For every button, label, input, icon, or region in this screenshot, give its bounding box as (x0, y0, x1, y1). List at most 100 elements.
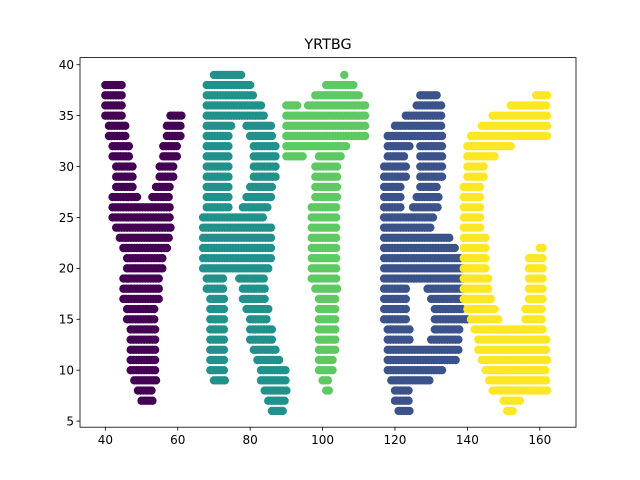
x-tick-label: 60 (170, 433, 185, 447)
data-point (331, 223, 341, 232)
data-point (151, 376, 161, 385)
x-tick-label: 100 (311, 433, 334, 447)
data-point (224, 131, 233, 141)
data-point (401, 315, 411, 324)
data-point (264, 264, 273, 273)
data-point (150, 365, 160, 375)
data-point (150, 315, 159, 324)
chart-title: YRTBG (303, 37, 351, 53)
data-point (259, 111, 268, 120)
data-point (349, 80, 358, 90)
data-point (484, 284, 493, 293)
data-point (475, 213, 485, 222)
data-point (331, 315, 340, 324)
data-point (475, 182, 485, 192)
data-point (219, 294, 229, 304)
y-tick-label: 25 (59, 211, 74, 225)
data-point (219, 345, 229, 355)
data-point (538, 325, 547, 334)
data-point (475, 203, 485, 212)
data-point (271, 345, 280, 355)
data-point (437, 141, 447, 151)
data-point (515, 396, 525, 405)
data-point (165, 213, 174, 222)
data-point (219, 304, 229, 314)
data-point (454, 345, 463, 355)
data-point (331, 264, 341, 273)
data-point (401, 172, 411, 181)
data-point (260, 284, 269, 293)
data-point (158, 264, 167, 273)
data-point (331, 274, 341, 283)
data-point (451, 355, 460, 365)
data-point (150, 304, 159, 314)
data-point (169, 172, 178, 181)
data-point (154, 284, 163, 293)
data-point (331, 294, 340, 304)
data-point (479, 162, 488, 171)
data-point (405, 325, 414, 334)
data-point (538, 243, 547, 253)
data-point (401, 162, 411, 171)
data-point (481, 243, 490, 253)
data-point (224, 141, 233, 151)
data-point (121, 121, 130, 131)
data-point (267, 182, 277, 192)
x-tick-label: 160 (528, 433, 551, 447)
data-point (224, 192, 233, 202)
data-point (224, 203, 233, 212)
data-point (437, 131, 447, 141)
data-point (479, 172, 488, 181)
data-point (404, 396, 413, 405)
data-point (401, 294, 411, 304)
series-y (101, 80, 186, 405)
data-point (542, 111, 552, 120)
data-point (266, 121, 276, 131)
data-point (124, 152, 134, 161)
data-point (172, 152, 182, 161)
data-point (266, 253, 276, 263)
data-point (258, 213, 268, 222)
data-point (128, 182, 137, 192)
data-point (274, 355, 284, 365)
data-point (281, 365, 290, 375)
data-point (165, 203, 174, 212)
y-axis: 5 10 15 20 25 30 35 40 (59, 58, 80, 428)
data-point (224, 182, 233, 192)
data-point (538, 294, 547, 304)
data-point (542, 131, 552, 141)
data-point (450, 243, 459, 253)
data-point (124, 141, 134, 151)
y-tick-label: 40 (59, 58, 74, 72)
y-tick-label: 10 (59, 363, 74, 377)
data-point (271, 162, 280, 171)
data-point (541, 376, 551, 385)
data-point (399, 152, 409, 161)
y-tick-label: 35 (59, 109, 74, 123)
y-tick-label: 30 (59, 160, 74, 174)
data-point (266, 192, 276, 202)
data-points (101, 70, 552, 416)
data-point (220, 376, 230, 385)
data-point (293, 101, 302, 110)
data-point (541, 345, 551, 355)
data-point (437, 365, 447, 375)
data-point (172, 141, 182, 151)
data-point (455, 325, 464, 334)
data-point (490, 304, 499, 314)
data-point (542, 91, 552, 100)
data-point (266, 243, 276, 253)
data-point (176, 131, 185, 141)
data-point (538, 274, 547, 283)
data-point (331, 253, 341, 263)
data-point (218, 274, 228, 283)
data-point (541, 335, 551, 344)
data-point (164, 233, 173, 243)
data-point (281, 376, 290, 385)
data-point (542, 121, 552, 131)
data-point (481, 233, 490, 243)
data-point (245, 80, 255, 90)
data-point (436, 101, 446, 110)
data-point (538, 253, 547, 263)
data-point (331, 335, 340, 344)
